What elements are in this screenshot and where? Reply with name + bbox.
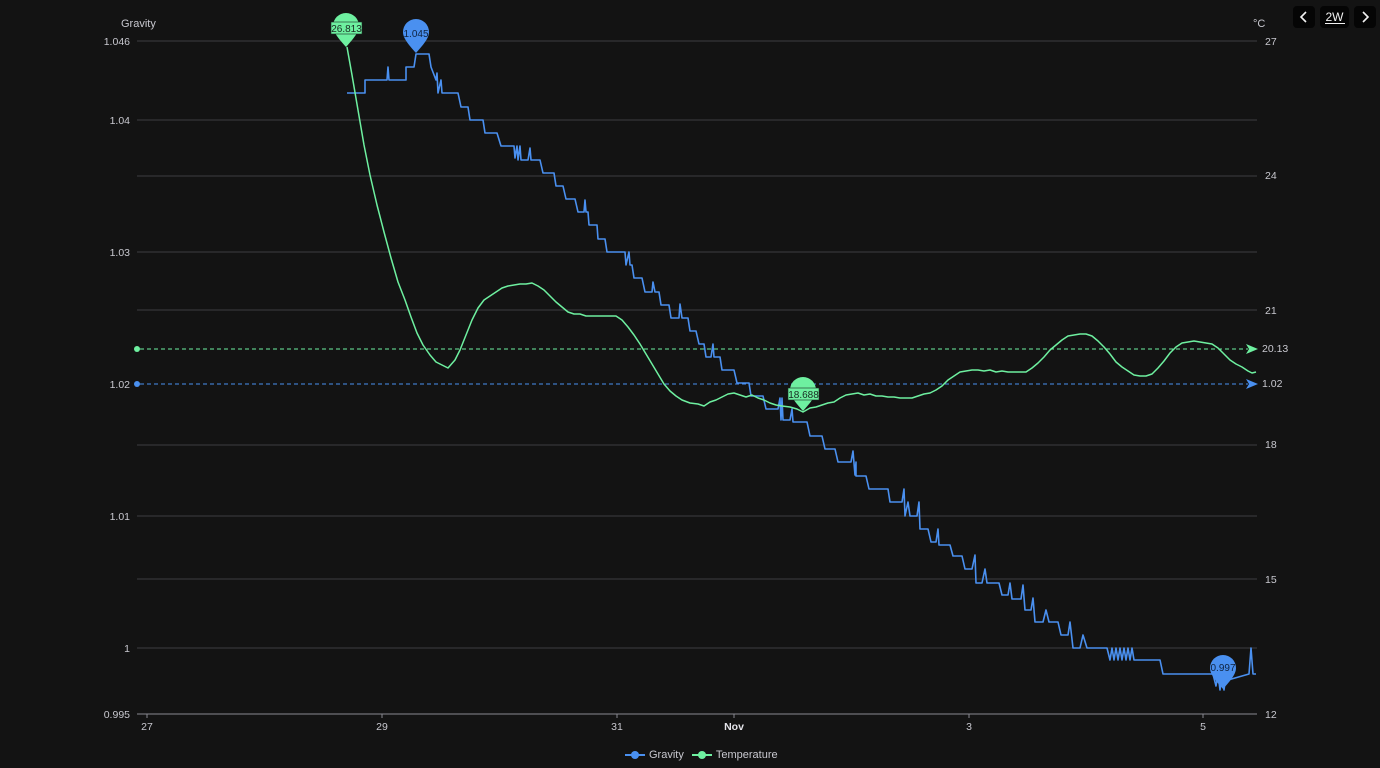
temperature-average-line: 20.13 <box>134 343 1288 355</box>
legend-item-temperature[interactable]: Temperature <box>691 749 778 761</box>
next-range-button[interactable] <box>1354 6 1376 28</box>
svg-text:1.01: 1.01 <box>110 511 131 523</box>
legend-label-gravity: Gravity <box>649 749 684 761</box>
svg-text:15: 15 <box>1265 574 1277 586</box>
arrow-icon <box>1246 379 1258 389</box>
svg-text:26.813: 26.813 <box>331 24 362 35</box>
temperature-series-line <box>346 46 1257 413</box>
svg-text:27: 27 <box>141 721 153 733</box>
svg-text:24: 24 <box>1265 170 1277 182</box>
svg-text:3: 3 <box>966 721 972 733</box>
svg-text:1.04: 1.04 <box>110 115 131 127</box>
range-selector-button[interactable]: 2W <box>1320 6 1349 28</box>
gridlines <box>137 40 1257 649</box>
gravity-min-marker[interactable]: 0.997 <box>1210 655 1236 689</box>
temperature-min-marker[interactable]: 18.688 <box>787 377 820 411</box>
chevron-right-icon <box>1362 11 1370 23</box>
svg-text:1.02: 1.02 <box>1262 378 1283 390</box>
svg-text:1.02: 1.02 <box>110 379 131 391</box>
svg-text:21: 21 <box>1265 305 1277 317</box>
svg-text:5: 5 <box>1200 721 1206 733</box>
legend-label-temperature: Temperature <box>715 749 778 761</box>
svg-text:29: 29 <box>376 721 388 733</box>
chart-legend: Gravity Temperature <box>625 749 778 761</box>
svg-text:27: 27 <box>1265 36 1277 48</box>
right-axis-title: °C <box>1253 18 1265 30</box>
legend-item-gravity[interactable]: Gravity <box>625 749 684 761</box>
right-axis-labels: 27 24 21 18 15 12 <box>1265 36 1277 721</box>
svg-text:12: 12 <box>1265 709 1277 721</box>
gravity-average-line: 1.02 <box>134 378 1283 390</box>
svg-text:1.03: 1.03 <box>110 247 131 259</box>
x-axis-labels: 27 29 31 Nov 3 5 <box>141 721 1206 733</box>
chevron-left-icon <box>1299 11 1307 23</box>
gravity-legend-icon <box>625 751 645 759</box>
range-label: 2W <box>1324 9 1345 24</box>
svg-text:1.046: 1.046 <box>104 36 130 48</box>
gravity-max-marker[interactable]: 1.045 <box>403 18 430 53</box>
svg-text:0.997: 0.997 <box>1210 663 1235 674</box>
left-axis-labels: 1.046 1.04 1.03 1.02 1.01 1 0.995 <box>104 36 130 721</box>
svg-text:20.13: 20.13 <box>1262 343 1288 355</box>
svg-text:31: 31 <box>611 721 623 733</box>
left-axis-title: Gravity <box>121 18 156 30</box>
arrow-icon <box>1246 344 1258 354</box>
svg-text:18: 18 <box>1265 439 1277 451</box>
svg-text:18.688: 18.688 <box>788 390 819 401</box>
previous-range-button[interactable] <box>1293 6 1315 28</box>
gravity-series-line <box>347 53 1256 691</box>
svg-text:1: 1 <box>124 643 130 655</box>
svg-text:1.045: 1.045 <box>403 29 428 40</box>
x-axis-ticks <box>146 714 1204 718</box>
temperature-legend-icon <box>691 751 712 759</box>
svg-text:Nov: Nov <box>724 721 744 733</box>
temperature-max-marker[interactable]: 26.813 <box>330 13 363 47</box>
svg-text:0.995: 0.995 <box>104 709 130 721</box>
